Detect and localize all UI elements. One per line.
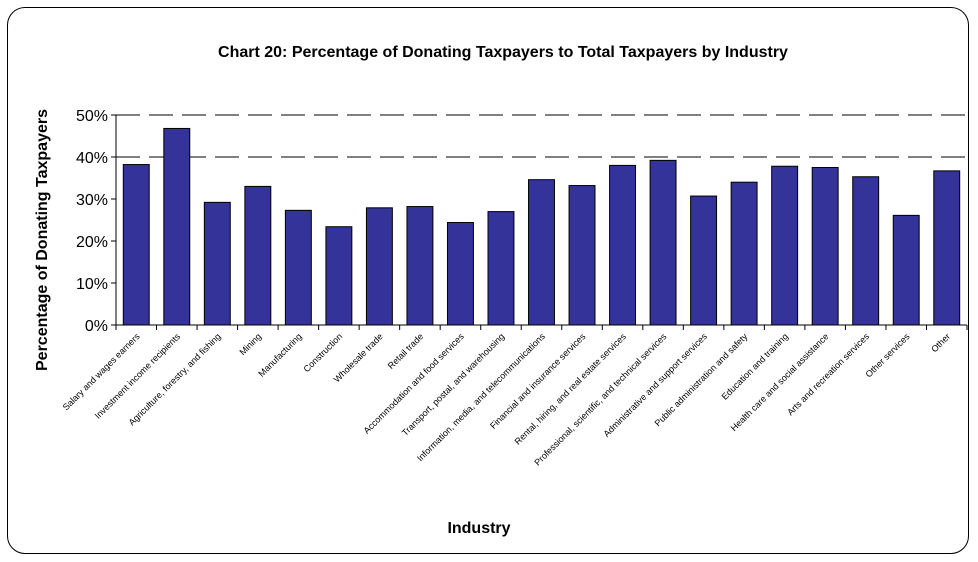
bar-18 <box>811 167 839 326</box>
bar-19 <box>852 176 880 326</box>
bar-20 <box>892 214 920 326</box>
bar-12 <box>568 185 596 326</box>
x-tick-label: Manufacturing <box>256 331 303 378</box>
y-tick-label: 10% <box>76 276 108 293</box>
bars <box>122 127 961 326</box>
y-tick-label: 0% <box>85 318 108 335</box>
bar-2 <box>163 127 191 326</box>
x-axis-title: Industry <box>447 520 510 537</box>
bar-10 <box>487 211 515 326</box>
x-tick-label: Construction <box>301 331 344 374</box>
x-tick-label: Other <box>929 331 952 354</box>
bar-8 <box>406 206 434 326</box>
bar-21 <box>933 170 961 326</box>
y-axis-title: Percentage of Donating Taxpayers <box>34 109 51 371</box>
x-tick-label: Arts and recreation services <box>785 331 871 417</box>
y-tick-label: 20% <box>76 234 108 251</box>
x-tick-label: Salary and wages earners <box>61 331 142 412</box>
bar-17 <box>771 165 799 326</box>
bar-11 <box>528 179 555 326</box>
bar-6 <box>325 226 353 326</box>
x-tick-label: Mining <box>237 331 263 357</box>
chart-title: Chart 20: Percentage of Donating Taxpaye… <box>218 44 788 61</box>
bar-1 <box>122 164 150 326</box>
x-tick-label: Education and training <box>720 331 790 401</box>
bar-16 <box>730 181 758 326</box>
bar-5 <box>284 209 312 326</box>
bar-4 <box>244 185 272 326</box>
axes <box>111 114 968 330</box>
gridlines <box>116 114 967 158</box>
y-tick-label: 50% <box>76 108 108 125</box>
bar-7 <box>365 207 393 326</box>
x-tick-label: Retail trade <box>386 331 426 371</box>
y-tick-labels: 0% 10% 20% 30% 40% 50% <box>76 108 108 335</box>
bar-9 <box>446 222 474 326</box>
bar-15 <box>690 195 718 326</box>
bar-14 <box>649 159 677 326</box>
bar-3 <box>203 201 231 326</box>
x-tick-label: Investment income recipients <box>93 331 183 421</box>
bar-13 <box>609 164 637 326</box>
y-tick-label: 40% <box>76 150 108 167</box>
y-tick-label: 30% <box>76 192 108 209</box>
